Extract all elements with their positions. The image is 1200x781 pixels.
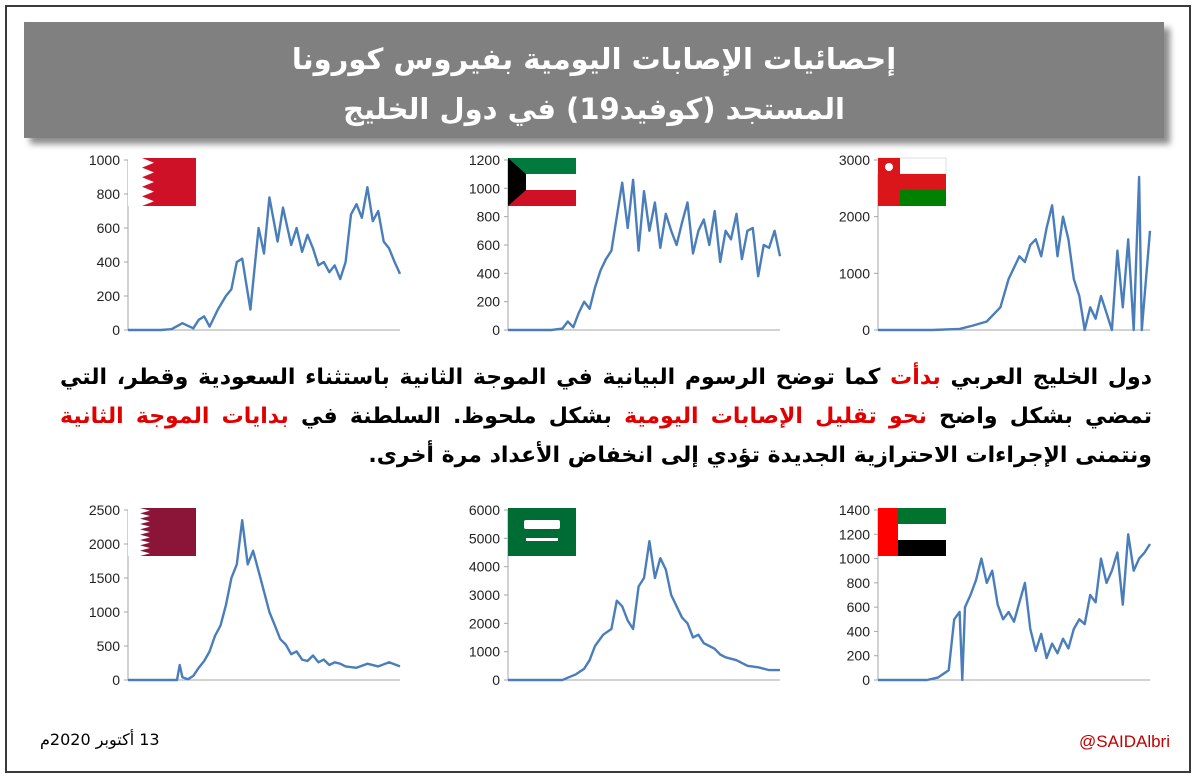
- chart-svg: 0 200 400 600 800 1000 1200: [469, 152, 782, 338]
- y-tick-label: 600: [477, 237, 501, 253]
- oman-flag: [877, 157, 947, 206]
- series-line: [508, 178, 782, 332]
- y-tick-label: 3000: [839, 152, 870, 168]
- series-line: [128, 519, 401, 682]
- commentary-paragraph: دول الخليج العربي بدأت كما توضح الرسوم ا…: [60, 358, 1152, 475]
- y-tick-label: 1000: [839, 551, 870, 567]
- y-tick-label: 3000: [469, 587, 500, 603]
- para-text-4: ونتمنى الإجراءات الاحترازية الجديدة تؤدي…: [368, 443, 1152, 468]
- kuwait-flag: [508, 158, 576, 206]
- y-tick-label: 1000: [89, 604, 120, 620]
- y-tick-label: 6000: [469, 502, 500, 518]
- flag-shahada: [524, 520, 560, 529]
- flag-emblem: [885, 163, 893, 171]
- y-tick-label: 4000: [469, 559, 500, 575]
- chart-svg: 0 1000 2000 3000: [839, 152, 1152, 338]
- y-tick-label: 200: [847, 648, 871, 664]
- date-label: 13 أكتوبر 2020م: [40, 730, 160, 749]
- uae-flag: [878, 508, 946, 556]
- series-line: [878, 533, 1152, 682]
- chart-uae: 0 200 400 600 800 1000 1200 1400: [810, 500, 1170, 720]
- para-highlight-2: نحو تقليل الإصابات اليومية: [624, 404, 927, 429]
- y-tick-label: 2000: [89, 536, 120, 552]
- y-tick-label: 0: [112, 322, 120, 338]
- y-tick-label: 800: [477, 209, 501, 225]
- y-tick-label: 400: [847, 623, 871, 639]
- y-tick-label: 1400: [839, 502, 870, 518]
- flag-red-hoist: [878, 158, 900, 206]
- y-tick-label: 400: [477, 265, 501, 281]
- y-tick-label: 0: [492, 672, 500, 688]
- chart-qatar: 0 500 1000 1500 2000 2500: [60, 500, 420, 720]
- saudi-flag: [508, 508, 576, 556]
- flag-sword: [526, 538, 558, 541]
- y-tick-label: 1000: [89, 152, 120, 168]
- y-tick-label: 400: [97, 254, 121, 270]
- bahrain-flag: [128, 158, 196, 206]
- y-tick-label: 0: [862, 322, 870, 338]
- y-tick-label: 5000: [469, 530, 500, 546]
- author-handle: @SAIDAlbri: [1079, 732, 1170, 751]
- para-highlight-3: بدايات الموجة الثانية: [60, 404, 289, 429]
- title-line-1: إحصائيات الإصابات اليومية بفيروس كورونا: [291, 42, 897, 76]
- series-line: [508, 540, 780, 682]
- y-tick-label: 800: [847, 575, 871, 591]
- chart-bahrain: 0 200 400 600 800 1000: [60, 150, 420, 370]
- title-line-2: المستجد (كوفيد19) في دول الخليج: [343, 92, 845, 126]
- series-line: [128, 186, 402, 332]
- y-tick-label: 2500: [89, 502, 120, 518]
- y-tick-label: 1000: [469, 644, 500, 660]
- chart-svg: 0 200 400 600 800 1000: [89, 152, 402, 338]
- flag-green-band: [508, 158, 576, 174]
- chart-svg: 0 500 1000 1500 2000 2500: [89, 502, 401, 688]
- flag-black-trapezoid: [508, 158, 526, 206]
- y-tick-label: 2000: [839, 209, 870, 225]
- y-tick-label: 200: [97, 288, 121, 304]
- y-tick-label: 1200: [469, 152, 500, 168]
- title-banner: إحصائيات الإصابات اليومية بفيروس كورونا …: [24, 22, 1164, 138]
- flag-red-band: [508, 190, 576, 206]
- y-tick-label: 1000: [839, 265, 870, 281]
- y-tick-label: 0: [112, 672, 120, 688]
- flag-white-serrated: [128, 508, 150, 556]
- para-text-1: دول الخليج العربي: [940, 365, 1152, 390]
- flag-white-serrated: [128, 158, 154, 206]
- chart-svg: 0 200 400 600 800 1000 1200 1400: [839, 502, 1152, 688]
- chart-oman: 0 1000 2000 3000: [810, 150, 1170, 370]
- chart-saudi: 0 1000 2000 3000 4000 5000 6000: [440, 500, 800, 720]
- flag-green-field: [508, 508, 576, 556]
- y-tick-label: 600: [847, 599, 871, 615]
- y-tick-label: 800: [97, 186, 121, 202]
- y-tick-label: 2000: [469, 615, 500, 631]
- para-text-3: بشكل ملحوظ. السلطنة في: [288, 404, 625, 429]
- y-tick-label: 500: [97, 638, 121, 654]
- y-tick-label: 1000: [469, 180, 500, 196]
- qatar-flag: [128, 508, 196, 556]
- para-text-2: كما توضح الرسوم البيانية في الموجة الثان…: [60, 365, 1153, 429]
- y-tick-label: 1500: [89, 570, 120, 586]
- para-highlight-1: بدأت: [890, 365, 941, 390]
- series-line: [878, 175, 1152, 332]
- flag-red-hoist: [878, 508, 898, 556]
- chart-kuwait: 0 200 400 600 800 1000 1200: [440, 150, 800, 370]
- y-tick-label: 1200: [839, 526, 870, 542]
- chart-svg: 0 1000 2000 3000 4000 5000 6000: [469, 502, 780, 688]
- y-tick-label: 600: [97, 220, 121, 236]
- y-tick-label: 0: [492, 322, 500, 338]
- y-tick-label: 200: [477, 294, 501, 310]
- y-tick-label: 0: [862, 672, 870, 688]
